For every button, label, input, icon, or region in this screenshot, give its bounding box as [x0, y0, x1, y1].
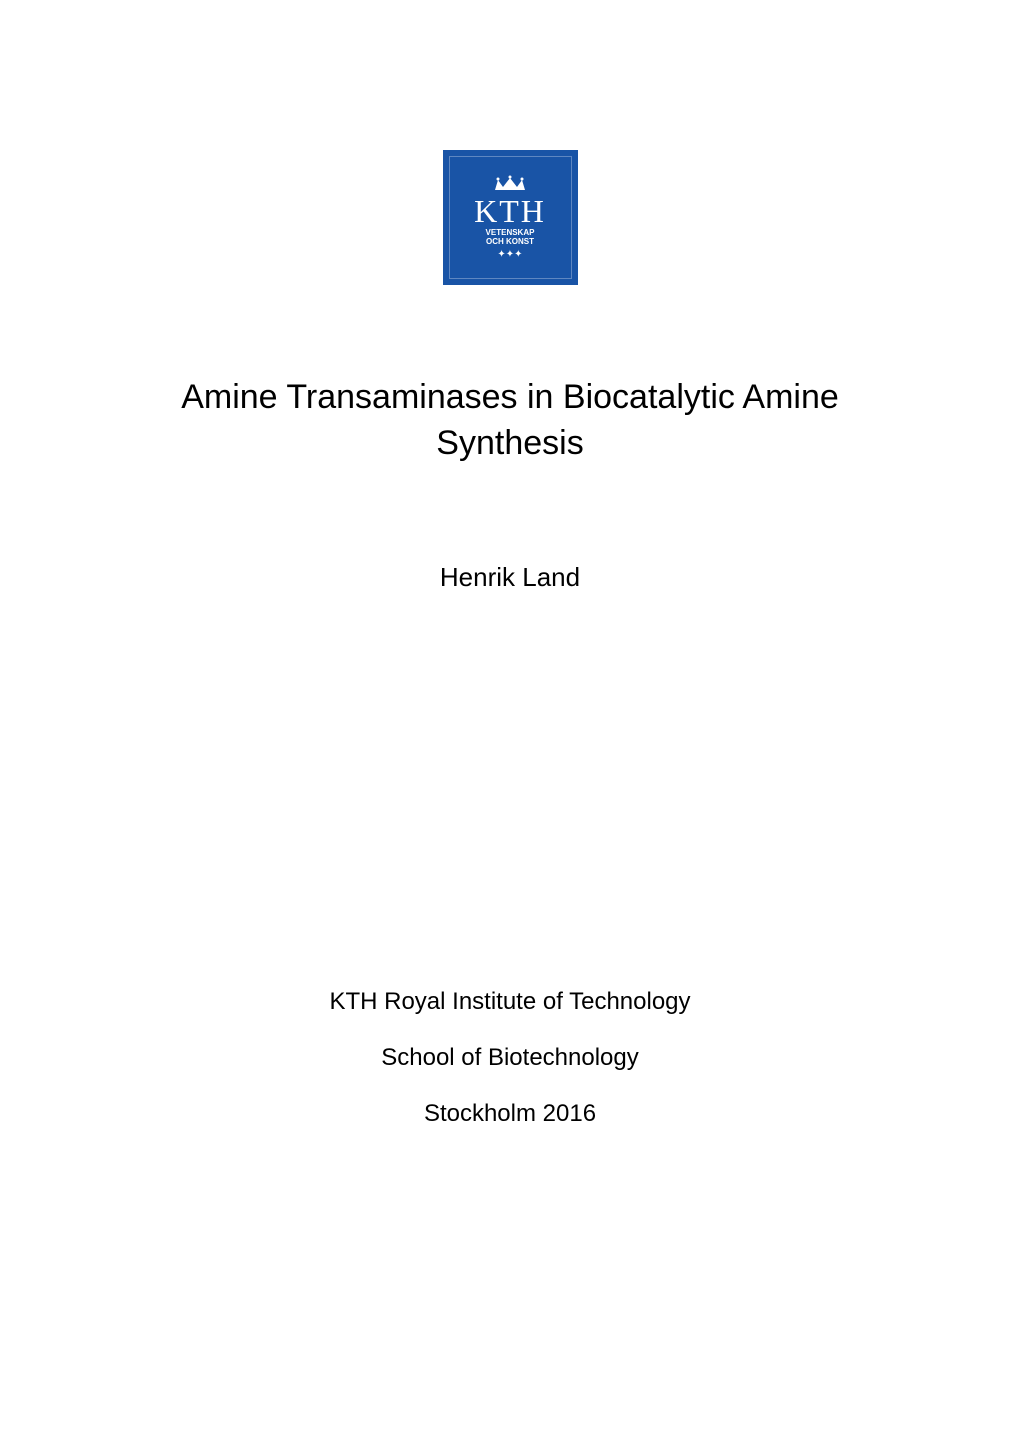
logo-main-text: KTH: [474, 195, 546, 227]
kth-logo: KTH VETENSKAP OCH KONST ✦✦✦: [443, 150, 578, 285]
crown-icon: [490, 175, 530, 193]
logo-subtext-line2: OCH KONST: [486, 237, 534, 246]
thesis-title: Amine Transaminases in Biocatalytic Amin…: [110, 375, 910, 467]
school-name: School of Biotechnology: [381, 1044, 639, 1072]
logo-subtext: VETENSKAP OCH KONST: [486, 229, 535, 247]
logo-decoration-icon: ✦✦✦: [497, 249, 522, 260]
location-year: Stockholm 2016: [424, 1100, 596, 1128]
institution-name: KTH Royal Institute of Technology: [329, 988, 690, 1016]
logo-subtext-line1: VETENSKAP: [486, 228, 535, 237]
title-page: KTH VETENSKAP OCH KONST ✦✦✦ Amine Transa…: [0, 0, 1020, 1442]
author-name: Henrik Land: [440, 562, 580, 593]
footer-block: KTH Royal Institute of Technology School…: [329, 988, 690, 1128]
